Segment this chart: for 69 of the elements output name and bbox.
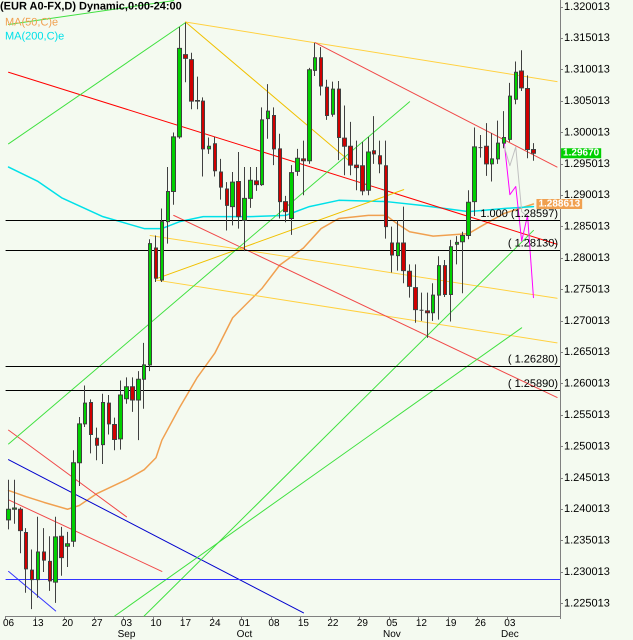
candlestick — [207, 137, 211, 154]
candlestick — [449, 239, 453, 322]
text: MA(200,C)e — [5, 30, 64, 42]
y-tick-label: 1.260013 — [564, 378, 610, 390]
candlestick — [384, 140, 388, 240]
candlestick — [272, 106, 276, 166]
candlestick — [508, 82, 512, 142]
ref-line-label: ( 1.26280) — [508, 354, 558, 366]
candlestick — [148, 238, 152, 372]
x-tick-label: 29 — [356, 618, 368, 629]
candlestick — [95, 427, 99, 461]
candlestick — [89, 398, 93, 454]
data-label: 1.288613 — [538, 198, 581, 210]
y-tick-label: 1.305013 — [564, 95, 610, 108]
y-tick-label: 1.310013 — [564, 64, 610, 76]
x-tick-label: 17 — [180, 618, 192, 629]
candlestick — [30, 548, 34, 610]
y-tick-label: 1.240013 — [564, 503, 610, 516]
x-tick-label: 26 — [474, 618, 486, 629]
x-tick-label: 12 — [416, 618, 428, 629]
y-tick-label: 1.250013 — [564, 440, 610, 452]
y-tick-label: 1.275013 — [564, 283, 610, 296]
y-tick-label: 1.320013 — [564, 0, 610, 13]
y-tick-label: 1.265013 — [564, 346, 610, 358]
x-tick-label: 22 — [327, 618, 339, 629]
text: 1.29670 — [563, 148, 600, 159]
y-tick-label: 1.255013 — [564, 408, 610, 421]
y-tick-label: 1.230013 — [564, 566, 610, 578]
x-tick-label: 01 Oct — [236, 618, 252, 640]
candlestick — [213, 136, 217, 177]
y-tick-label: 1.245013 — [564, 472, 610, 484]
x-tick-label: 24 — [209, 618, 221, 629]
candlestick — [154, 234, 158, 282]
candlestick — [42, 528, 46, 573]
y-tick-label: 1.295013 — [564, 158, 610, 170]
y-tick-label: 1.300013 — [564, 126, 610, 138]
candlestick — [36, 516, 40, 598]
x-tick-label: 06 — [2, 618, 15, 629]
candlestick — [443, 259, 447, 298]
x-tick-label: 08 — [268, 618, 280, 629]
candlestick — [390, 226, 394, 274]
x-tick-label: 13 — [32, 618, 44, 629]
candlestick — [24, 528, 28, 594]
x-tick-label: 15 — [298, 618, 310, 629]
candlestick — [319, 46, 323, 96]
x-tick-label: 03 Dec — [500, 618, 519, 640]
candlestick — [160, 208, 164, 282]
x-tick-label: 10 — [150, 618, 162, 629]
y-tick-label: 1.315013 — [564, 32, 610, 44]
x-tick-label: 19 — [445, 618, 457, 629]
candlestick — [378, 140, 382, 174]
candlestick — [101, 393, 105, 465]
y-tick-label: 1.280013 — [564, 252, 610, 264]
x-tick-label: 27 — [91, 618, 103, 629]
y-tick-label: 1.225013 — [564, 597, 610, 610]
x-tick-label: 20 — [62, 618, 74, 629]
x-tick-label: 03 Sep — [118, 618, 136, 640]
candlestick — [325, 79, 329, 120]
y-tick-label: 1.285013 — [564, 220, 610, 233]
x-tick-label: 05 Nov — [383, 618, 401, 640]
candlestick — [437, 256, 441, 320]
y-tick-label: 1.235013 — [564, 534, 610, 547]
y-tick-label: 1.270013 — [564, 314, 610, 327]
candlestick — [502, 110, 506, 149]
candlestick — [266, 84, 270, 140]
candlestick — [219, 158, 223, 200]
candlestick — [496, 120, 500, 164]
candlestick — [407, 264, 412, 298]
candlestick — [331, 81, 335, 118]
